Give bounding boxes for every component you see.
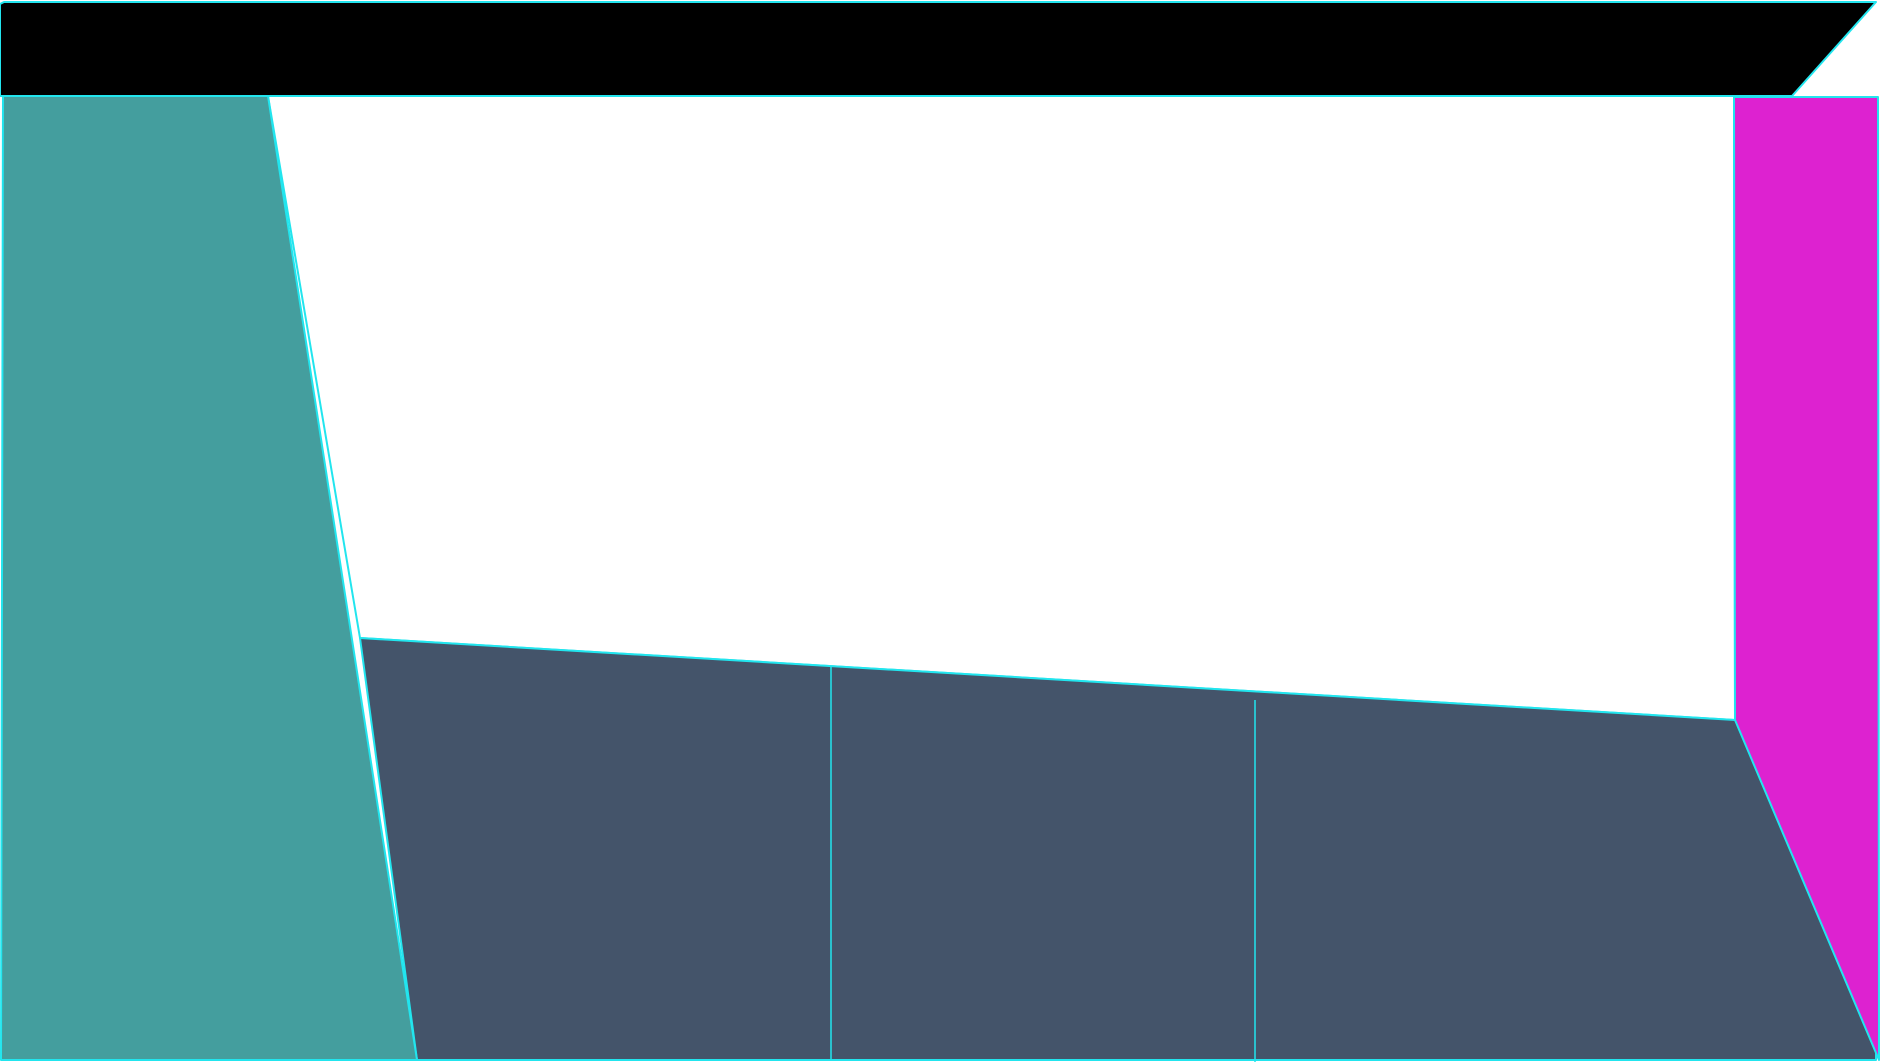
left-panel: [0, 95, 418, 1061]
top-bar: [0, 1, 1877, 97]
right-panel: [1733, 96, 1880, 1061]
center-area: [267, 95, 1736, 721]
